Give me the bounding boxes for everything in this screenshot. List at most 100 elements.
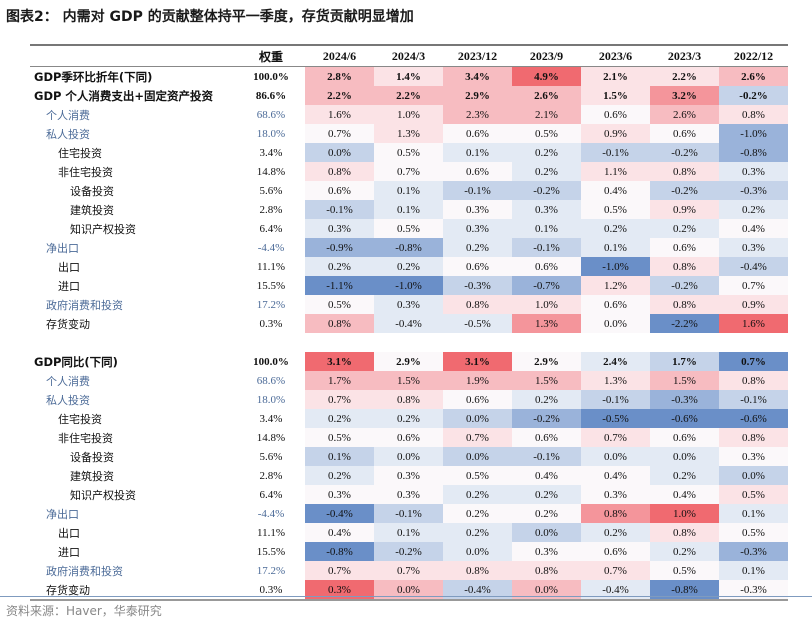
row-label: 进口 (58, 545, 80, 559)
row-label: 住宅投资 (58, 412, 102, 426)
row-weight: 0.3% (259, 317, 283, 330)
table-row: 个人消费 68.6% 1.6% 1.0% 2.3% 2.1% 0.6% 2.6% 0.8% (30, 105, 788, 124)
row-weight: 17.2% (256, 564, 286, 577)
row-weight: -4.4% (257, 241, 285, 254)
source-divider (0, 596, 812, 597)
heat-cell: 0.7% (581, 428, 650, 447)
header-period: 2023/3 (650, 45, 719, 67)
row-label: 出口 (58, 526, 80, 540)
heat-cell: 0.8% (650, 257, 719, 276)
heat-cell: 0.6% (374, 428, 443, 447)
table-row: 住宅投资 3.4% 0.0% 0.5% 0.1% 0.2% -0.1% -0.2% -0.8% (30, 143, 788, 162)
row-weight: 0.3% (259, 583, 283, 596)
heat-cell: 0.6% (512, 257, 581, 276)
heat-cell: 0.4% (719, 219, 788, 238)
table-row: 个人消费 68.6% 1.7% 1.5% 1.9% 1.5% 1.3% 1.5% 0.8% (30, 371, 788, 390)
row-weight: -4.4% (257, 507, 285, 520)
row-label: 建筑投资 (70, 469, 114, 483)
heat-cell: 0.2% (443, 485, 512, 504)
table-row: 非住宅投资 14.8% 0.8% 0.7% 0.6% 0.2% 1.1% 0.8% 0.3% (30, 162, 788, 181)
heat-cell: 2.1% (512, 105, 581, 124)
heat-cell: 1.1% (581, 162, 650, 181)
row-label: 知识产权投资 (70, 222, 136, 236)
figure-title: 图表2： 内需对 GDP 的贡献整体持平一季度，存货贡献明显增加 (6, 9, 414, 25)
table-row: 进口 15.5% -0.8% -0.2% 0.0% 0.3% 0.6% 0.2% -0.3% (30, 542, 788, 561)
source-note: 资料来源：Haver，华泰研究 (6, 604, 162, 618)
heat-cell: 0.4% (581, 466, 650, 485)
heat-cell: 0.5% (719, 523, 788, 542)
heat-cell: 1.3% (581, 371, 650, 390)
heat-cell: -0.2% (650, 276, 719, 295)
heat-cell: 0.8% (374, 390, 443, 409)
table-row: 知识产权投资 6.4% 0.3% 0.5% 0.3% 0.1% 0.2% 0.2% 0.4% (30, 219, 788, 238)
heat-cell: -0.7% (512, 276, 581, 295)
heat-cell: 0.3% (305, 485, 374, 504)
heat-cell: 0.1% (374, 200, 443, 219)
heat-cell: 0.4% (650, 485, 719, 504)
heat-cell: -0.3% (443, 276, 512, 295)
heat-cell: -0.4% (581, 580, 650, 600)
row-weight: 18.0% (256, 393, 286, 406)
header-weight: 权重 (237, 45, 305, 67)
header-label-blank (30, 45, 237, 67)
heat-cell: 0.8% (305, 162, 374, 181)
row-weight: 11.1% (256, 526, 285, 539)
heat-cell: 0.1% (374, 523, 443, 542)
heat-cell: -0.2% (650, 143, 719, 162)
heat-cell: 0.7% (719, 352, 788, 371)
heat-cell: 1.9% (443, 371, 512, 390)
heat-cell: 0.3% (512, 200, 581, 219)
heat-cell: 0.2% (443, 523, 512, 542)
heat-cell: 0.6% (443, 124, 512, 143)
row-label: 个人消费 (46, 374, 90, 388)
heat-cell: 0.5% (719, 485, 788, 504)
heat-cell: 2.6% (650, 105, 719, 124)
row-label: 进口 (58, 279, 80, 293)
heat-cell: 0.1% (719, 504, 788, 523)
heat-cell: 0.8% (305, 314, 374, 333)
heat-cell: -0.2% (374, 542, 443, 561)
heat-cell: 0.3% (305, 219, 374, 238)
heat-cell: 0.7% (305, 561, 374, 580)
heat-cell: 2.6% (512, 86, 581, 105)
heat-cell: 0.8% (719, 105, 788, 124)
heat-cell: 0.8% (650, 162, 719, 181)
heat-cell: 0.3% (305, 580, 374, 600)
heat-cell: 0.7% (581, 561, 650, 580)
table-row: 进口 15.5% -1.1% -1.0% -0.3% -0.7% 1.2% -0.2% 0.7% (30, 276, 788, 295)
row-weight: 2.8% (259, 469, 283, 482)
heat-cell: 0.8% (443, 295, 512, 314)
table-row: 私人投资 18.0% 0.7% 1.3% 0.6% 0.5% 0.9% 0.6% -1.0% (30, 124, 788, 143)
row-weight: 6.4% (259, 488, 283, 501)
heat-cell: -1.0% (374, 276, 443, 295)
heat-cell: 2.2% (305, 86, 374, 105)
heat-cell: -0.2% (650, 181, 719, 200)
heat-cell: 0.5% (305, 295, 374, 314)
heat-cell: -0.3% (650, 390, 719, 409)
table-row: 设备投资 5.6% 0.6% 0.1% -0.1% -0.2% 0.4% -0.2% -0.3% (30, 181, 788, 200)
heat-cell: 2.9% (374, 352, 443, 371)
heat-cell: 2.1% (581, 66, 650, 86)
heat-cell: 0.2% (512, 390, 581, 409)
heat-cell: 3.4% (443, 66, 512, 86)
heat-cell: 0.1% (581, 238, 650, 257)
row-label: 非住宅投资 (58, 431, 113, 445)
heat-cell: 0.9% (581, 124, 650, 143)
table-row: GDP 个人消费支出+固定资产投资 86.6% 2.2% 2.2% 2.9% 2.6% 1.… (30, 86, 788, 105)
row-label: GDP季环比折年(下同) (34, 69, 153, 84)
heat-cell: 0.6% (650, 428, 719, 447)
heat-cell: 0.0% (650, 447, 719, 466)
row-label: 非住宅投资 (58, 165, 113, 179)
heat-cell: 0.6% (581, 542, 650, 561)
heat-cell: 0.0% (443, 409, 512, 428)
heat-cell: 0.0% (719, 466, 788, 485)
heat-cell: 0.3% (374, 295, 443, 314)
heat-cell: -0.9% (305, 238, 374, 257)
heat-cell: -0.8% (305, 542, 374, 561)
row-label: 私人投资 (46, 393, 90, 407)
header-period: 2022/12 (719, 45, 788, 67)
heat-cell: 0.7% (719, 276, 788, 295)
heat-cell: 2.8% (305, 66, 374, 86)
heat-cell: 0.6% (650, 124, 719, 143)
row-weight: 5.6% (259, 450, 283, 463)
